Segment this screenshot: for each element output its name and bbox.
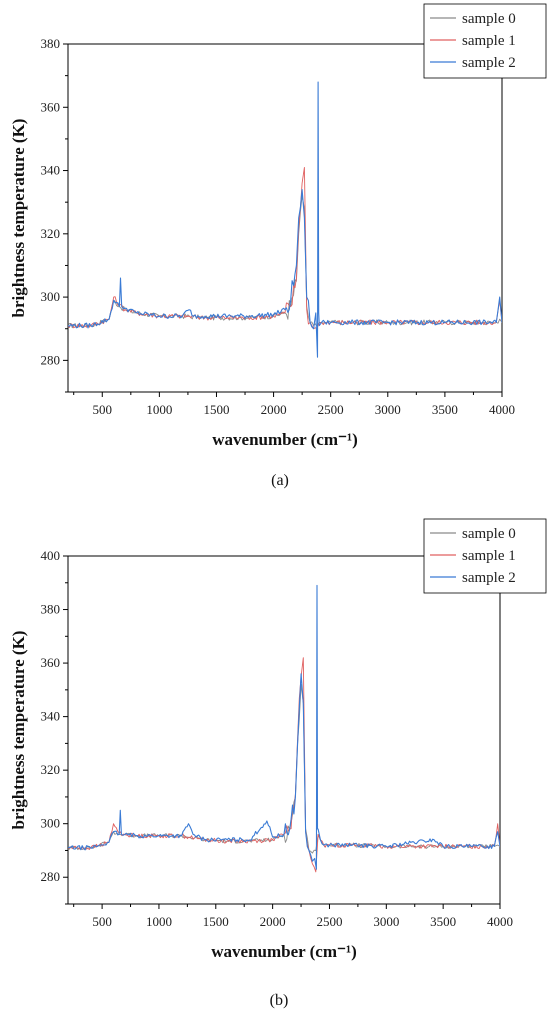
x-tick-label: 3500 xyxy=(430,914,456,929)
legend-box xyxy=(423,3,547,79)
x-axis-label: wavenumber (cm⁻¹) xyxy=(212,430,357,449)
legend-entry: sample 1 xyxy=(462,548,516,564)
x-tick-label: 2500 xyxy=(318,402,344,417)
legend-entry: sample 2 xyxy=(462,570,516,586)
y-tick-label: 340 xyxy=(41,163,61,178)
y-tick-label: 360 xyxy=(41,655,61,670)
x-tick-label: 4000 xyxy=(489,402,515,417)
x-tick-label: 500 xyxy=(92,914,112,929)
y-tick-label: 400 xyxy=(41,548,61,563)
series-line-sample-2 xyxy=(68,584,500,870)
series-line-sample-0 xyxy=(68,684,500,854)
y-tick-label: 380 xyxy=(41,36,61,51)
legend-box xyxy=(423,518,547,594)
legend: sample 0 sample 1 sample 2 xyxy=(423,3,547,79)
series-line-sample-1 xyxy=(68,657,500,873)
chart-panel-b: 280 300 320 340 360 380 400 500 1000 1500 2000 2500… xyxy=(9,518,547,1009)
legend: sample 0 sample 1 sample 2 xyxy=(423,518,547,594)
x-tick-label: 2000 xyxy=(261,402,287,417)
series-line-sample-1 xyxy=(68,166,502,330)
y-tick-label: 300 xyxy=(41,816,61,831)
series-line-sample-2 xyxy=(68,81,502,358)
y-axis-label: brightness temperature (K) xyxy=(9,631,28,830)
x-tick-label: 3500 xyxy=(432,402,458,417)
y-tick-label: 320 xyxy=(41,762,61,777)
x-axis-label: wavenumber (cm⁻¹) xyxy=(211,942,356,961)
legend-entry: sample 1 xyxy=(462,33,516,49)
y-tick-label: 320 xyxy=(41,226,61,241)
y-axis-label: brightness temperature (K) xyxy=(9,119,28,318)
x-tick-label: 2500 xyxy=(316,914,342,929)
x-tick-label: 2000 xyxy=(260,914,286,929)
y-tick-label: 360 xyxy=(41,99,61,114)
legend-entry: sample 0 xyxy=(462,526,516,542)
x-tick-label: 4000 xyxy=(487,914,513,929)
y-tick-label: 280 xyxy=(41,352,61,367)
plot-frame xyxy=(67,555,501,905)
panel-label: (b) xyxy=(270,992,289,1009)
panel-label: (a) xyxy=(271,472,289,489)
x-tick-label: 1000 xyxy=(146,914,172,929)
legend-entry: sample 0 xyxy=(462,11,516,27)
y-tick-label: 300 xyxy=(41,289,61,304)
x-tick-label: 1500 xyxy=(203,914,229,929)
x-tick-label: 3000 xyxy=(375,402,401,417)
x-tick-label: 1000 xyxy=(146,402,172,417)
x-tick-label: 500 xyxy=(93,402,113,417)
y-tick-label: 280 xyxy=(41,869,61,884)
legend-entry: sample 2 xyxy=(462,55,516,71)
y-tick-label: 380 xyxy=(41,602,61,617)
series-line-sample-0 xyxy=(68,195,502,329)
x-tick-label: 1500 xyxy=(203,402,229,417)
y-tick-label: 340 xyxy=(41,709,61,724)
chart-panel-a: 280 300 320 340 360 380 500 1000 1500 2000 2500 300… xyxy=(9,3,547,489)
x-tick-label: 3000 xyxy=(373,914,399,929)
plot-frame xyxy=(67,43,503,393)
